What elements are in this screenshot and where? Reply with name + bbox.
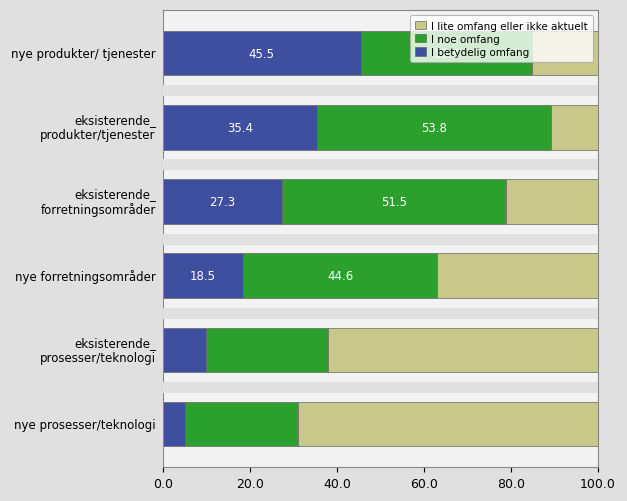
Bar <box>361 32 532 76</box>
Text: 53.8: 53.8 <box>421 122 447 135</box>
Bar <box>551 106 598 150</box>
Bar <box>317 106 551 150</box>
Text: 51.5: 51.5 <box>381 196 407 208</box>
Text: 27.3: 27.3 <box>209 196 235 208</box>
Text: 44.6: 44.6 <box>327 270 354 283</box>
Bar <box>243 254 438 299</box>
Bar <box>506 180 598 224</box>
Text: 35.4: 35.4 <box>227 122 253 135</box>
Bar <box>163 180 282 224</box>
Bar <box>184 402 298 446</box>
Bar <box>282 180 506 224</box>
Bar <box>206 328 328 372</box>
Bar <box>532 32 598 76</box>
Bar <box>163 254 243 299</box>
Bar <box>298 402 598 446</box>
Text: 39.4: 39.4 <box>433 48 460 61</box>
Text: 18.5: 18.5 <box>190 270 216 283</box>
Bar <box>328 328 598 372</box>
Bar <box>163 328 206 372</box>
Bar <box>163 106 317 150</box>
Legend: I lite omfang eller ikke aktuelt, I noe omfang, I betydelig omfang: I lite omfang eller ikke aktuelt, I noe … <box>410 17 593 63</box>
Bar <box>163 32 361 76</box>
Text: 45.5: 45.5 <box>249 48 275 61</box>
Bar <box>163 402 184 446</box>
Bar <box>438 254 598 299</box>
